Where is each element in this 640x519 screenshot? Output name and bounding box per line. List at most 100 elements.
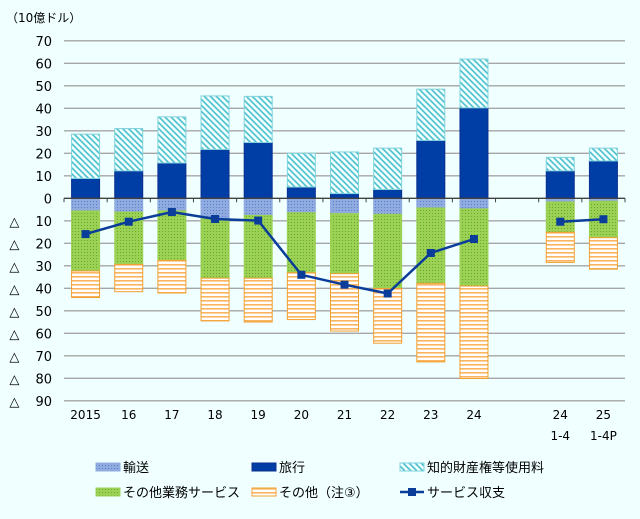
bar-segment-1 bbox=[545, 170, 575, 199]
bar-segment-3 bbox=[330, 213, 359, 275]
legend-item: 知的財産権等使用料 bbox=[399, 460, 544, 476]
y-tick-label: 20 bbox=[35, 147, 52, 162]
bar-segment-2 bbox=[243, 95, 273, 143]
x-tick-label: 18 bbox=[207, 408, 222, 422]
bar-segment-0 bbox=[330, 197, 359, 215]
bar-segment-1 bbox=[157, 162, 187, 199]
bar-segment-2 bbox=[157, 116, 187, 164]
legend-swatch bbox=[95, 487, 121, 497]
balance-marker bbox=[254, 216, 263, 225]
x-axis: 2015 16 17 18 19 20 21 22 23 24 24 1-4 25 1-4P bbox=[70, 408, 617, 443]
bar-segment-1 bbox=[286, 186, 316, 199]
bar-segment-4 bbox=[373, 288, 403, 344]
bar-segment-4 bbox=[286, 272, 316, 321]
balance-marker bbox=[340, 280, 349, 289]
y-tick-label: △ 20 bbox=[9, 237, 52, 252]
bar-segment-3 bbox=[459, 208, 489, 287]
bar-segment-3 bbox=[157, 210, 187, 261]
bar-segment-3 bbox=[71, 210, 101, 272]
y-tick-label: △ 30 bbox=[9, 260, 52, 275]
y-tick-label: 0 bbox=[44, 192, 52, 207]
bar-segment-4 bbox=[243, 277, 273, 323]
bar-segment-0 bbox=[114, 197, 144, 213]
legend-label: その他（注③） bbox=[279, 486, 369, 501]
bar-segment-2 bbox=[330, 151, 359, 195]
balance-marker bbox=[81, 230, 90, 239]
bar-segment-2 bbox=[200, 95, 230, 150]
y-tick-label: 50 bbox=[35, 80, 52, 95]
zero-axis bbox=[63, 197, 626, 203]
bar-segment-1 bbox=[200, 148, 230, 199]
bar-segment-1 bbox=[588, 160, 618, 199]
bar-segment-0 bbox=[71, 197, 101, 212]
x-tick-label: 21 bbox=[337, 408, 352, 422]
y-tick-label: △ 90 bbox=[9, 395, 52, 410]
legend-swatch-marker bbox=[408, 488, 416, 496]
legend-item: 輸送 bbox=[95, 461, 149, 476]
legend-swatch bbox=[251, 487, 277, 497]
bar-segment-1 bbox=[416, 139, 446, 199]
bar-segment-4 bbox=[459, 285, 489, 380]
x-tick-label: 2015 bbox=[70, 408, 101, 422]
y-tick-label: 40 bbox=[35, 102, 52, 117]
y-tick-label: △ 60 bbox=[9, 327, 52, 342]
balance-line-segment bbox=[85, 210, 475, 295]
bar-segment-3 bbox=[545, 201, 575, 233]
balance-marker bbox=[426, 248, 435, 257]
bar-segment-0 bbox=[373, 197, 403, 215]
x-tick-label: 19 bbox=[251, 408, 266, 422]
bar-segment-1 bbox=[114, 170, 144, 199]
balance-marker bbox=[167, 208, 176, 217]
legend-label: その他業務サービス bbox=[123, 485, 240, 501]
bar-segment-1 bbox=[459, 107, 489, 199]
bar-segment-4 bbox=[114, 263, 144, 293]
bar-segment-4 bbox=[545, 231, 575, 263]
bar-segment-3 bbox=[200, 218, 230, 279]
legend-label: 知的財産権等使用料 bbox=[427, 460, 544, 476]
bar-segment-4 bbox=[588, 237, 618, 270]
bar-segment-2 bbox=[373, 147, 403, 191]
balance-marker bbox=[599, 215, 608, 224]
legend-label: 輸送 bbox=[123, 461, 149, 476]
balance-marker bbox=[211, 215, 220, 223]
x-tick-label: 1-4 bbox=[550, 429, 570, 443]
legend-item: その他業務サービス bbox=[95, 485, 240, 501]
bar-segment-2 bbox=[416, 88, 446, 141]
x-tick-label: 20 bbox=[294, 408, 309, 422]
bar-segment-0 bbox=[243, 197, 273, 216]
bar-segment-1 bbox=[243, 142, 273, 199]
y-tick-label: △ 70 bbox=[9, 350, 52, 365]
x-tick-label: 1-4P bbox=[590, 429, 617, 443]
bar-segment-0 bbox=[286, 197, 316, 214]
legend-item: その他（注③） bbox=[251, 486, 369, 501]
bar-segment-3 bbox=[243, 214, 273, 279]
x-tick-label: 24 bbox=[553, 408, 568, 422]
bar-segment-3 bbox=[373, 213, 403, 290]
balance-marker bbox=[556, 217, 565, 226]
x-tick-label: 17 bbox=[164, 408, 179, 422]
balance-marker bbox=[383, 289, 392, 298]
legend-item: 旅行 bbox=[251, 461, 305, 476]
y-tick-label: 70 bbox=[35, 35, 52, 50]
bar-segment-1 bbox=[330, 193, 359, 199]
bar-segment-2 bbox=[545, 156, 575, 172]
x-tick-label: 16 bbox=[121, 408, 136, 422]
y-tick-label: △ 80 bbox=[9, 372, 52, 387]
bar-segment-1 bbox=[71, 178, 101, 199]
bar-segment-4 bbox=[416, 282, 446, 363]
legend-swatch bbox=[251, 462, 277, 472]
legend-label: 旅行 bbox=[279, 461, 305, 476]
bars bbox=[71, 58, 618, 380]
legend-swatch bbox=[95, 462, 121, 472]
y-tick-label: △ 50 bbox=[9, 305, 52, 320]
bar-segment-0 bbox=[459, 197, 489, 210]
y-axis: 70 60 50 40 30 20 10 0 △ 10 △ 20 △ 30 △ 40 △ 50 △ 60 △… bbox=[9, 35, 52, 410]
y-tick-label: 10 bbox=[35, 170, 52, 185]
bar-segment-0 bbox=[416, 197, 446, 209]
bar-segment-2 bbox=[286, 152, 316, 188]
bar-segment-4 bbox=[71, 270, 101, 299]
balance-line bbox=[81, 208, 608, 298]
x-tick-label: 22 bbox=[380, 408, 395, 422]
bar-segment-1 bbox=[373, 189, 403, 199]
